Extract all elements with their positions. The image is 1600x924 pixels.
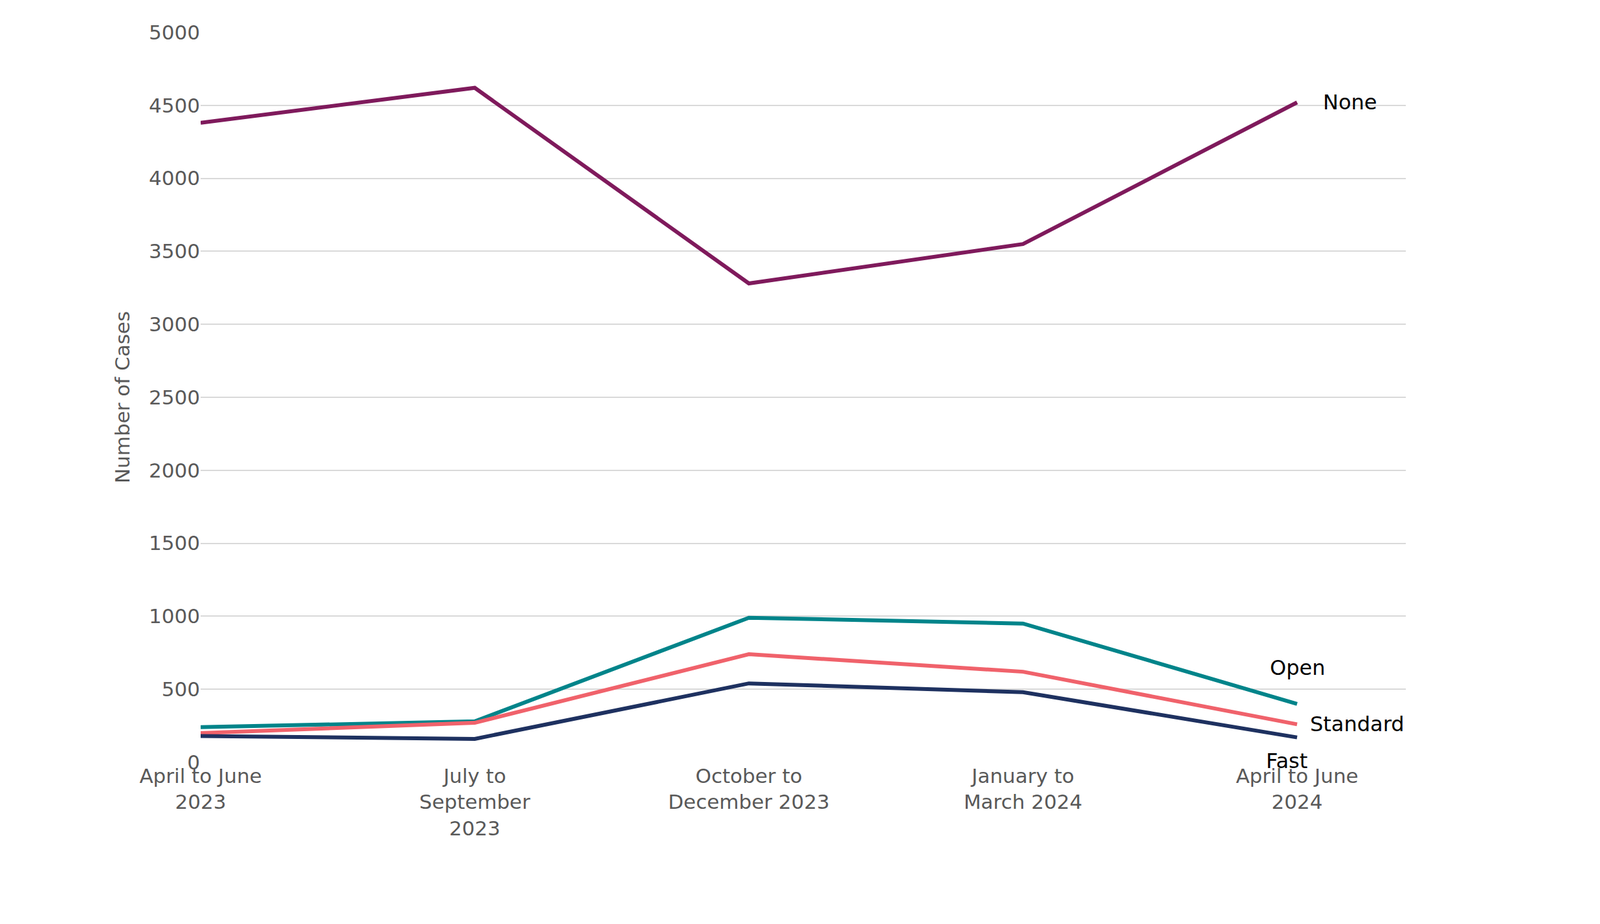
svg-text:April to June2023: April to June2023 — [139, 764, 262, 814]
svg-text:January toMarch 2024: January toMarch 2024 — [963, 764, 1083, 814]
svg-text:4500: 4500 — [148, 93, 200, 118]
svg-text:1500: 1500 — [148, 531, 200, 555]
svg-text:Number of Cases: Number of Cases — [110, 311, 134, 484]
svg-text:Open: Open — [1269, 655, 1325, 681]
svg-text:Standard: Standard — [1310, 711, 1405, 737]
svg-text:July toSeptember2023: July toSeptember2023 — [419, 764, 531, 841]
svg-text:2000: 2000 — [148, 458, 200, 483]
svg-text:1000: 1000 — [148, 604, 200, 628]
svg-text:500: 500 — [161, 677, 200, 701]
svg-text:April to June2024: April to June2024 — [1235, 764, 1358, 814]
svg-text:0: 0 — [187, 750, 200, 775]
svg-text:3500: 3500 — [148, 239, 200, 263]
svg-text:5000: 5000 — [148, 20, 200, 45]
svg-text:Fast: Fast — [1266, 748, 1308, 774]
svg-text:2500: 2500 — [148, 385, 200, 410]
svg-text:None: None — [1322, 89, 1377, 115]
svg-text:4000: 4000 — [148, 166, 200, 190]
svg-text:3000: 3000 — [148, 312, 200, 336]
svg-text:October toDecember 2023: October toDecember 2023 — [667, 764, 830, 814]
